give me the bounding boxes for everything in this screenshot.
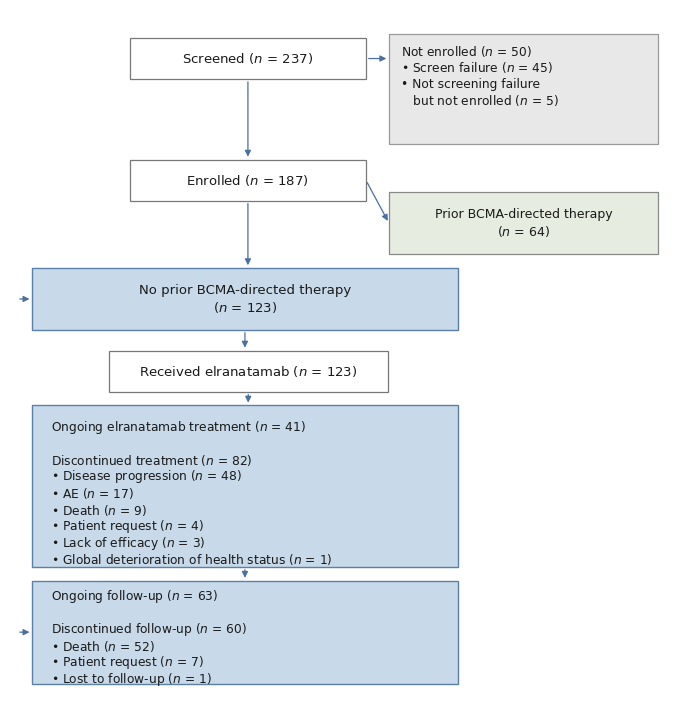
- Text: • Not screening failure: • Not screening failure: [401, 78, 540, 91]
- Text: Discontinued follow-up ($\mathit{n}$ = 60): Discontinued follow-up ($\mathit{n}$ = 6…: [51, 621, 247, 639]
- FancyBboxPatch shape: [389, 193, 658, 254]
- FancyBboxPatch shape: [109, 350, 388, 392]
- Text: Not enrolled ($\mathit{n}$ = 50): Not enrolled ($\mathit{n}$ = 50): [401, 43, 532, 59]
- Text: • Disease progression ($\mathit{n}$ = 48): • Disease progression ($\mathit{n}$ = 48…: [51, 468, 242, 486]
- Text: • Lack of efficacy ($\mathit{n}$ = 3): • Lack of efficacy ($\mathit{n}$ = 3): [51, 535, 206, 552]
- Text: Received elranatamab ($\mathit{n}$ = 123): Received elranatamab ($\mathit{n}$ = 123…: [139, 364, 358, 379]
- Text: Ongoing follow-up ($\mathit{n}$ = 63): Ongoing follow-up ($\mathit{n}$ = 63): [51, 588, 219, 605]
- FancyBboxPatch shape: [130, 38, 366, 79]
- Text: • Global deterioration of health status ($\mathit{n}$ = 1): • Global deterioration of health status …: [51, 552, 333, 567]
- Text: • Lost to follow-up ($\mathit{n}$ = 1): • Lost to follow-up ($\mathit{n}$ = 1): [51, 671, 212, 688]
- Text: • AE ($\mathit{n}$ = 17): • AE ($\mathit{n}$ = 17): [51, 486, 134, 501]
- FancyBboxPatch shape: [389, 34, 658, 144]
- Text: • Patient request ($\mathit{n}$ = 4): • Patient request ($\mathit{n}$ = 4): [51, 518, 204, 535]
- Text: • Death ($\mathit{n}$ = 9): • Death ($\mathit{n}$ = 9): [51, 503, 147, 517]
- Text: • Patient request ($\mathit{n}$ = 7): • Patient request ($\mathit{n}$ = 7): [51, 654, 204, 672]
- Text: ($\mathit{n}$ = 123): ($\mathit{n}$ = 123): [213, 301, 277, 315]
- Text: • Death ($\mathit{n}$ = 52): • Death ($\mathit{n}$ = 52): [51, 639, 155, 654]
- FancyBboxPatch shape: [130, 160, 366, 200]
- Text: No prior BCMA-directed therapy: No prior BCMA-directed therapy: [139, 283, 351, 297]
- Text: Discontinued treatment ($\mathit{n}$ = 82): Discontinued treatment ($\mathit{n}$ = 8…: [51, 453, 253, 468]
- Text: ($\mathit{n}$ = 64): ($\mathit{n}$ = 64): [497, 224, 550, 239]
- Text: Prior BCMA-directed therapy: Prior BCMA-directed therapy: [435, 208, 612, 222]
- Text: • Screen failure ($\mathit{n}$ = 45): • Screen failure ($\mathit{n}$ = 45): [401, 60, 553, 75]
- Text: Enrolled ($\mathit{n}$ = 187): Enrolled ($\mathit{n}$ = 187): [186, 172, 310, 188]
- Text: Ongoing elranatamab treatment ($\mathit{n}$ = 41): Ongoing elranatamab treatment ($\mathit{…: [51, 419, 307, 436]
- FancyBboxPatch shape: [32, 405, 458, 567]
- FancyBboxPatch shape: [32, 268, 458, 330]
- FancyBboxPatch shape: [32, 580, 458, 683]
- Text: Screened ($\mathit{n}$ = 237): Screened ($\mathit{n}$ = 237): [182, 51, 314, 66]
- Text: but not enrolled ($\mathit{n}$ = 5): but not enrolled ($\mathit{n}$ = 5): [401, 93, 559, 109]
